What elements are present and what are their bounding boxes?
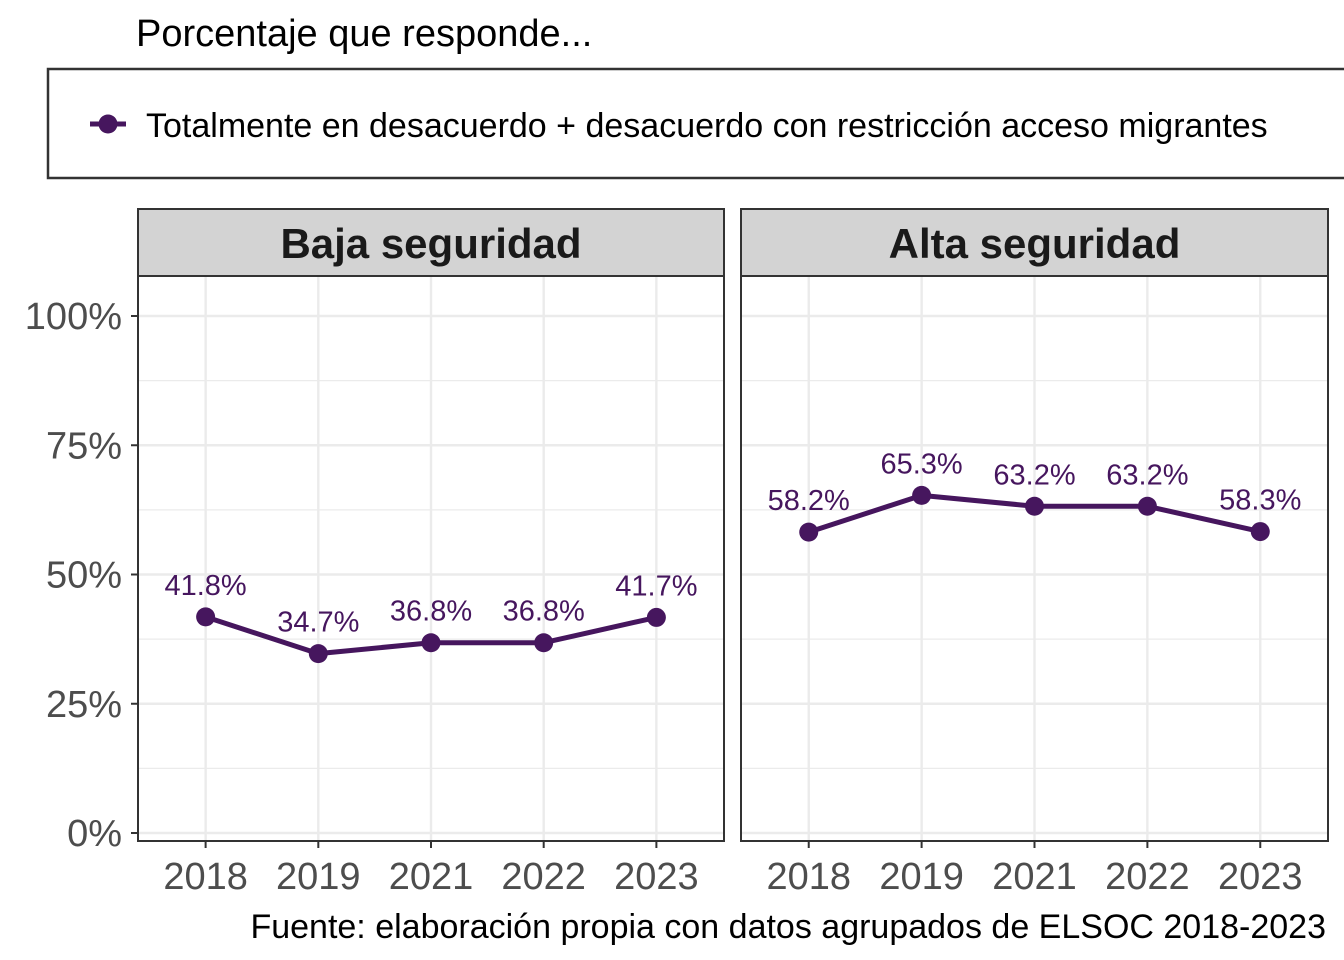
x-tick-label: 2018 xyxy=(163,856,248,898)
y-axis: 0% 25% 50% 75% 100% xyxy=(25,296,138,855)
x-tick-label: 2023 xyxy=(614,856,699,898)
facet-strip xyxy=(740,208,1329,277)
x-tick-label: 2021 xyxy=(992,856,1077,898)
legend-key-marker xyxy=(98,114,118,134)
x-tick-label: 2023 xyxy=(1218,856,1303,898)
data-label: 36.8% xyxy=(390,596,472,628)
x-tick-label: 2021 xyxy=(389,856,474,898)
chart-caption: Fuente: elaboración propia con datos agr… xyxy=(250,908,1326,946)
data-label: 36.8% xyxy=(503,596,585,628)
y-tick-label: 100% xyxy=(25,296,122,338)
y-tick-label: 0% xyxy=(67,813,122,855)
x-tick-label: 2019 xyxy=(879,856,964,898)
x-tick-label: 2022 xyxy=(1105,856,1190,898)
data-label: 63.2% xyxy=(1106,459,1188,491)
x-tick-label: 2018 xyxy=(766,856,851,898)
facet-panel-1: 41.8% 34.7% 36.8% 36.8% 41.7% Baja seguridad 2… xyxy=(137,208,725,898)
data-point xyxy=(534,633,554,653)
data-label: 58.3% xyxy=(1219,485,1301,517)
data-label: 41.7% xyxy=(615,570,697,602)
facet-strip-title: Baja seguridad xyxy=(280,220,581,267)
chart-subtitle: Porcentaje que responde... xyxy=(136,13,592,55)
data-label: 41.8% xyxy=(164,570,246,602)
legend: Totalmente en desacuerdo + desacuerdo co… xyxy=(46,67,1344,180)
facet-strip-title: Alta seguridad xyxy=(889,220,1181,267)
x-tick-label: 2019 xyxy=(276,856,361,898)
data-point xyxy=(799,522,819,542)
y-tick-label: 75% xyxy=(46,425,122,467)
y-tick-label: 50% xyxy=(46,555,122,597)
data-point xyxy=(196,607,216,627)
data-point xyxy=(421,633,441,653)
data-label: 65.3% xyxy=(880,448,962,480)
legend-label: Totalmente en desacuerdo + desacuerdo co… xyxy=(146,107,1268,145)
facet-strip xyxy=(137,208,725,277)
data-label: 58.2% xyxy=(768,485,850,517)
data-point xyxy=(1250,522,1270,542)
data-label: 34.7% xyxy=(277,607,359,639)
data-point xyxy=(308,644,328,664)
facet-panel-2: 58.2% 65.3% 63.2% 63.2% 58.3% Alta seguridad 2… xyxy=(740,208,1329,898)
data-point xyxy=(1025,496,1044,516)
data-point xyxy=(912,485,932,505)
data-point xyxy=(1137,496,1157,516)
x-tick-label: 2022 xyxy=(501,856,586,898)
legend-frame xyxy=(46,67,1344,180)
data-label: 63.2% xyxy=(993,459,1075,491)
y-tick-label: 25% xyxy=(46,684,122,726)
facet-panels: 0% 25% 50% 75% 100% 41.8% 34.7% 36.8% 36.8% 41.7%… xyxy=(25,208,1329,898)
data-point xyxy=(646,607,666,627)
